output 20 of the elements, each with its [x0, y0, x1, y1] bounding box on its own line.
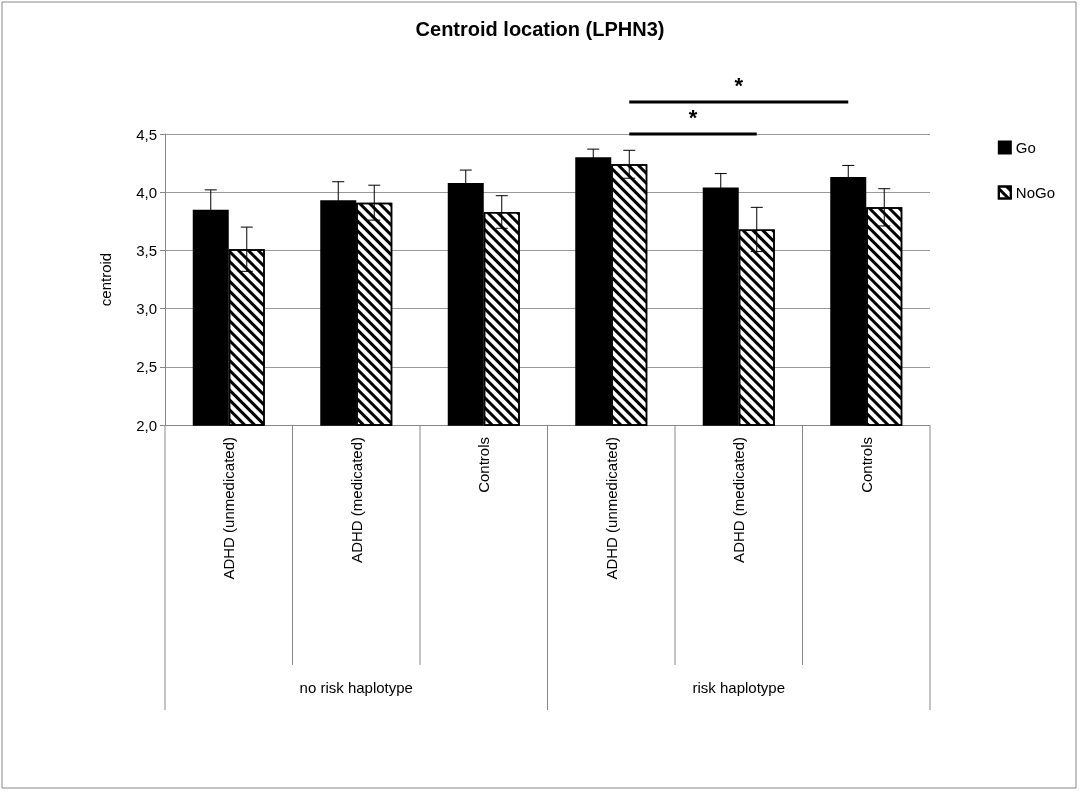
x-tick-label: Controls: [475, 437, 493, 493]
x-tick-label: ADHD (unmedicated): [602, 437, 620, 580]
y-tick-label: 4,5: [136, 125, 157, 143]
x-tick-label: ADHD (medicated): [347, 437, 365, 563]
text: *: [734, 72, 744, 98]
x-tick-label: ADHD (medicated): [730, 437, 748, 563]
y-tick-label: 2,0: [136, 416, 157, 434]
legend-label: Go: [1015, 139, 1036, 156]
x-tick-label: Controls: [857, 437, 875, 493]
y-tick-label: 3,0: [136, 300, 157, 318]
text: risk haplotype: [692, 678, 786, 696]
y-tick-label: 3,5: [136, 241, 157, 259]
text: no risk haplotype: [299, 678, 413, 696]
x-tick-label: ADHD (unmedicated): [220, 437, 238, 580]
text: *: [688, 104, 698, 130]
legend-label: NoGo: [1015, 184, 1055, 201]
y-tick-label: 4,0: [136, 183, 157, 201]
y-tick-label: 2,5: [136, 358, 157, 376]
chart-title: Centroid location (LPHN3): [415, 18, 665, 40]
y-axis-title: centroid: [97, 252, 114, 307]
